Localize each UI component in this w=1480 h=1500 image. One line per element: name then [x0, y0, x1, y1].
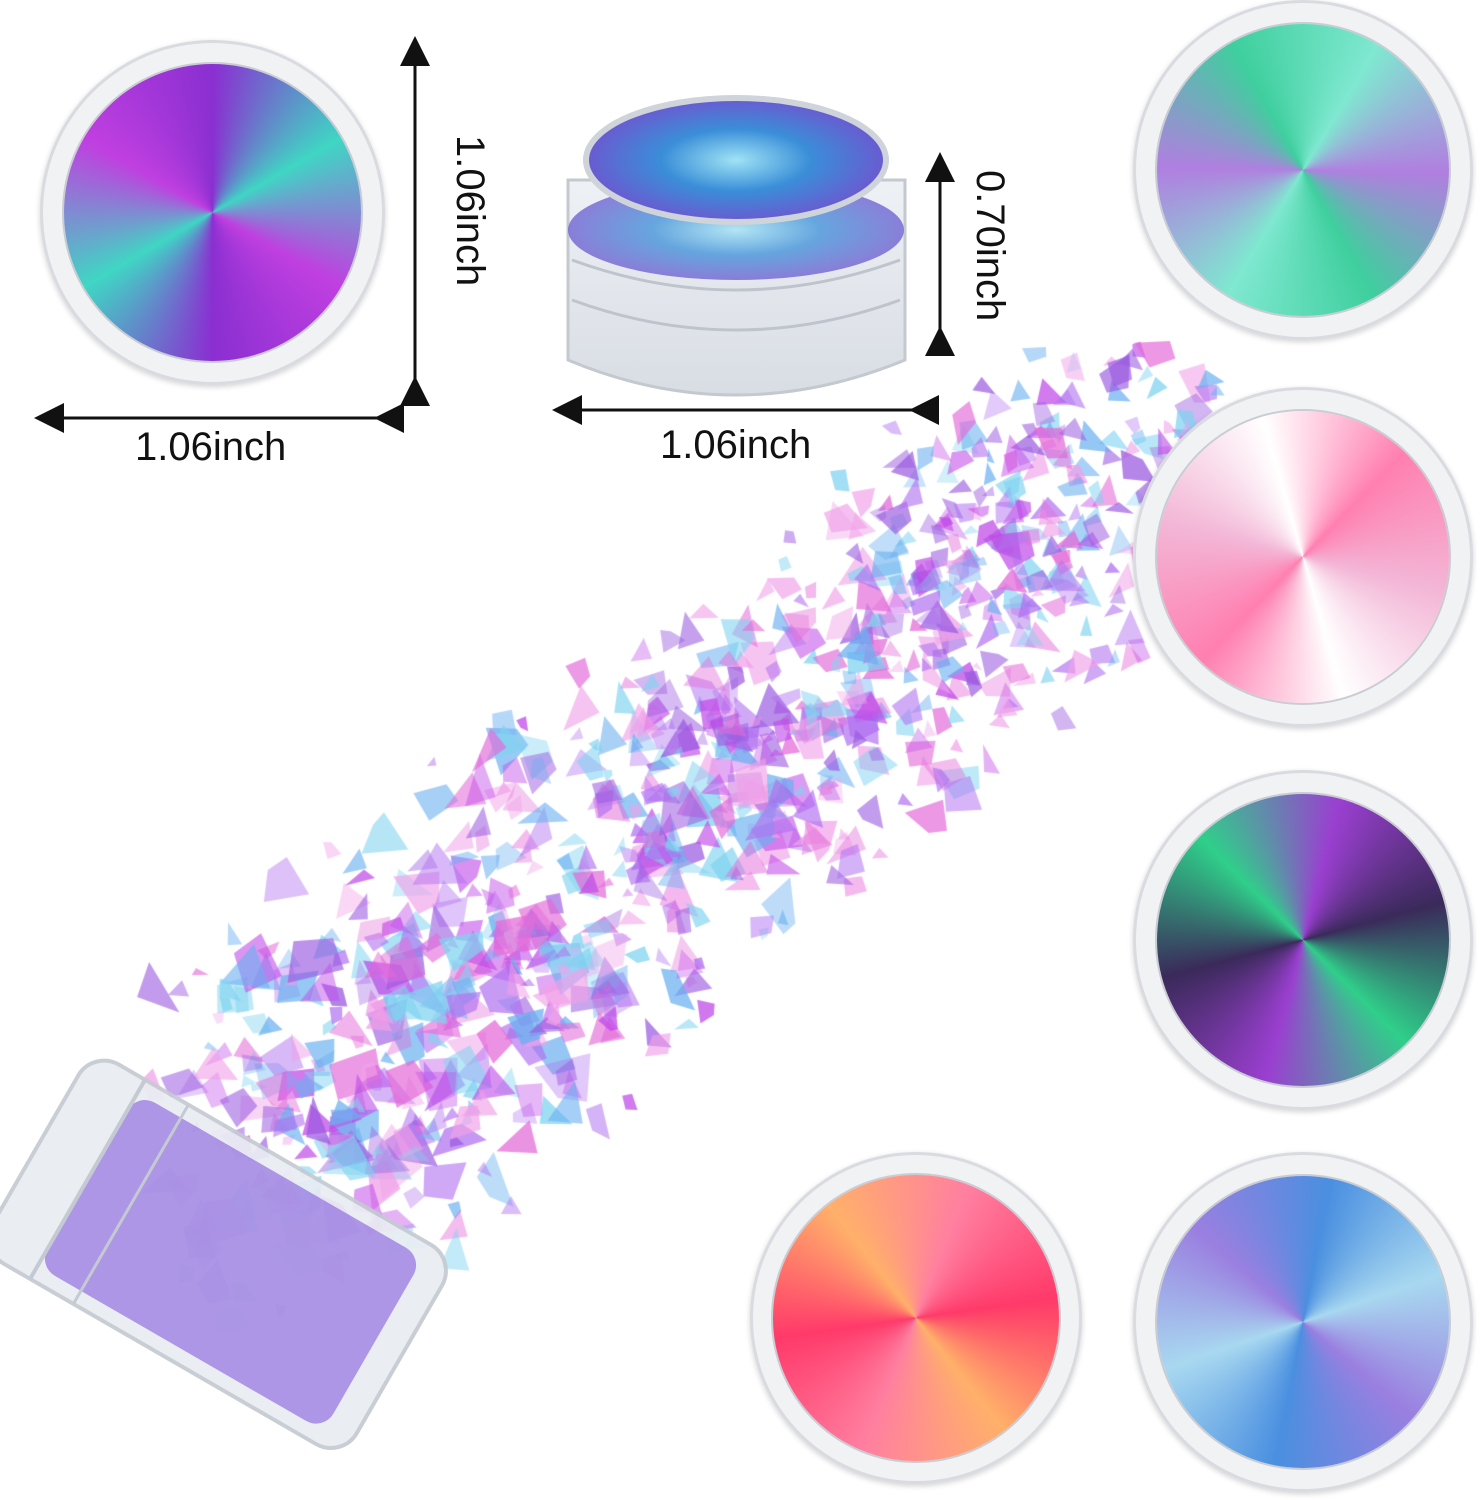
jar-top-view-purple	[40, 40, 385, 385]
top-jar-width-label: 1.06inch	[135, 425, 287, 469]
glitter-fill	[1156, 410, 1450, 704]
jar-blue	[1133, 1152, 1473, 1492]
side-jar-width-label: 1.06inch	[660, 423, 812, 467]
glitter-fill	[1156, 23, 1450, 317]
jar-red-orange	[750, 1152, 1082, 1484]
jar-dark-green-purple	[1133, 770, 1473, 1110]
glitter-fill	[773, 1175, 1059, 1461]
glitter-fill	[1156, 1175, 1450, 1469]
side-jar-height-label: 0.70inch	[968, 170, 1012, 322]
glitter-fill	[1156, 793, 1450, 1087]
jar-green-teal	[1133, 0, 1473, 340]
jar-pink-white	[1133, 387, 1473, 727]
top-jar-height-label: 1.06inch	[448, 135, 492, 287]
glitter-fill	[64, 64, 361, 361]
side-view-jar	[566, 95, 907, 397]
